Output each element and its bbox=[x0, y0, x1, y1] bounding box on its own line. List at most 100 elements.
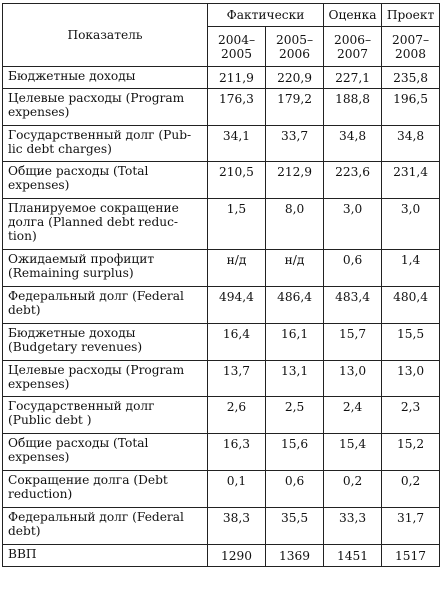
row-label: Бюджетные доходы bbox=[2, 66, 208, 89]
value-cell: 13,1 bbox=[264, 360, 325, 397]
row-label-line: Государственный долг bbox=[8, 399, 155, 413]
header-group-estimate: Оценка bbox=[323, 3, 383, 27]
row-label: Государственный долг (Public debt ) bbox=[2, 396, 208, 434]
value-cell: 1451 bbox=[323, 544, 383, 567]
table-row: Планируемое сокращение долга (Planned deb… bbox=[2, 198, 441, 250]
value-cell: 15,4 bbox=[323, 433, 383, 471]
header-year: 2007– 2008 bbox=[381, 26, 441, 67]
value-cell: 16,1 bbox=[264, 323, 325, 361]
value-cell: 1290 bbox=[207, 544, 266, 567]
table-row: Бюджетные доходы 211,9 220,9 227,1 235,8 bbox=[2, 66, 441, 89]
row-label: Общие расходы (Total expenses) bbox=[2, 161, 208, 199]
budget-table-container: Показатель Фактически Оценка Проект 2004… bbox=[2, 3, 441, 567]
row-label-line: долга (Planned debt reduc- bbox=[8, 215, 179, 229]
value-cell: 16,3 bbox=[207, 433, 266, 471]
table-row: Целевые расходы (Program expenses) 176,3 17… bbox=[2, 88, 441, 126]
header-year-line: 2006– bbox=[333, 32, 372, 47]
value-cell: 2,5 bbox=[264, 396, 325, 434]
row-label-line: Государственный долг (Pub- bbox=[8, 128, 192, 142]
value-cell: 34,8 bbox=[381, 125, 441, 162]
header-year-line: 2006 bbox=[278, 46, 311, 61]
value-cell: 2,4 bbox=[323, 396, 383, 434]
table-row: ВВП 1290 1369 1451 1517 bbox=[2, 544, 441, 567]
row-label-line: Сокращение долга (Debt bbox=[8, 473, 168, 487]
header-year: 2004– 2005 bbox=[207, 26, 266, 67]
value-cell: 0,2 bbox=[323, 470, 383, 508]
value-cell: 223,6 bbox=[323, 161, 383, 199]
value-cell: 220,9 bbox=[264, 66, 325, 89]
row-label: Ожидаемый профицит (Remaining surplus) bbox=[2, 249, 208, 287]
row-label-line: (Budgetary revenues) bbox=[8, 340, 143, 354]
header-indicator: Показатель bbox=[2, 3, 208, 67]
row-label-line: lic debt charges) bbox=[8, 142, 112, 156]
header-year: 2005– 2006 bbox=[264, 26, 325, 67]
row-label: Сокращение долга (Debt reduction) bbox=[2, 470, 208, 508]
budget-table-body: Бюджетные доходы 211,9 220,9 227,1 235,8 Целе… bbox=[2, 66, 441, 567]
value-cell: 231,4 bbox=[381, 161, 441, 199]
value-cell: 210,5 bbox=[207, 161, 266, 199]
value-cell: 176,3 bbox=[207, 88, 266, 126]
row-label-line: Федеральный долг (Federal bbox=[8, 510, 184, 524]
value-cell: н/д bbox=[264, 249, 325, 287]
value-cell: н/д bbox=[207, 249, 266, 287]
row-label-line: Планируемое сокращение bbox=[8, 201, 179, 215]
row-label: Целевые расходы (Program expenses) bbox=[2, 360, 208, 397]
header-row-years: 2004– 2005 2005– 2006 2006– 2007 2007– 2… bbox=[3, 26, 441, 67]
row-label-line: tion) bbox=[8, 229, 37, 243]
row-label-line: (Remaining surplus) bbox=[8, 266, 134, 280]
value-cell: 34,1 bbox=[207, 125, 266, 162]
value-cell: 1517 bbox=[381, 544, 441, 567]
row-label-line: debt) bbox=[8, 303, 41, 317]
row-label: Общие расходы (Total expenses) bbox=[2, 433, 208, 471]
value-cell: 8,0 bbox=[264, 198, 325, 250]
value-cell: 0,2 bbox=[381, 470, 441, 508]
header-year: 2006– 2007 bbox=[323, 26, 383, 67]
value-cell: 2,6 bbox=[207, 396, 266, 434]
row-label-line: Ожидаемый профицит bbox=[8, 252, 155, 266]
row-label: Федеральный долг (Federal debt) bbox=[2, 507, 208, 545]
header-group-actual: Фактически bbox=[206, 3, 325, 27]
row-label-line: expenses) bbox=[8, 105, 70, 119]
value-cell: 1,5 bbox=[207, 198, 266, 250]
value-cell: 211,9 bbox=[207, 66, 266, 89]
row-label-line: (Public debt ) bbox=[8, 413, 92, 427]
row-label: Бюджетные доходы (Budgetary revenues) bbox=[2, 323, 208, 361]
value-cell: 483,4 bbox=[323, 286, 383, 324]
value-cell: 33,3 bbox=[323, 507, 383, 545]
value-cell: 38,3 bbox=[207, 507, 266, 545]
row-label-line: Бюджетные доходы bbox=[8, 69, 136, 83]
header-row-groups: Показатель Фактически Оценка Проект bbox=[2, 3, 441, 67]
table-row: Федеральный долг (Federal debt) 494,4 486,4… bbox=[2, 286, 441, 324]
value-cell: 227,1 bbox=[323, 66, 383, 89]
header-group-project: Проект bbox=[381, 3, 441, 27]
row-label-line: Целевые расходы (Program bbox=[8, 91, 185, 105]
table-row: Ожидаемый профицит (Remaining surplus) н/д… bbox=[2, 249, 441, 287]
value-cell: 486,4 bbox=[264, 286, 325, 324]
row-label-line: reduction) bbox=[8, 487, 73, 501]
row-label: Целевые расходы (Program expenses) bbox=[2, 88, 208, 126]
table-row: Бюджетные доходы (Budgetary revenues) 16,4… bbox=[2, 323, 441, 361]
header-year-line: 2004– bbox=[217, 32, 256, 47]
row-label-line: expenses) bbox=[8, 450, 70, 464]
header-year-line: 2008 bbox=[395, 46, 427, 61]
value-cell: 3,0 bbox=[323, 198, 383, 250]
value-cell: 13,0 bbox=[323, 360, 383, 397]
value-cell: 15,2 bbox=[381, 433, 441, 471]
value-cell: 0,1 bbox=[207, 470, 266, 508]
row-label-line: Общие расходы (Total bbox=[8, 164, 149, 178]
value-cell: 480,4 bbox=[381, 286, 441, 324]
value-cell: 15,6 bbox=[264, 433, 325, 471]
value-cell: 494,4 bbox=[207, 286, 266, 324]
row-label-line: Федеральный долг (Federal bbox=[8, 289, 184, 303]
row-label-line: expenses) bbox=[8, 178, 70, 192]
value-cell: 35,5 bbox=[264, 507, 325, 545]
value-cell: 13,0 bbox=[381, 360, 441, 397]
row-label-line: ВВП bbox=[8, 547, 37, 561]
value-cell: 188,8 bbox=[323, 88, 383, 126]
budget-table: Показатель Фактически Оценка Проект 2004… bbox=[2, 3, 441, 567]
value-cell: 31,7 bbox=[381, 507, 441, 545]
table-row: Федеральный долг (Federal debt) 38,3 35,5 33… bbox=[2, 507, 441, 545]
value-cell: 33,7 bbox=[264, 125, 325, 162]
row-label: Государственный долг (Pub-lic debt charg… bbox=[2, 125, 208, 162]
header-year-line: 2005 bbox=[220, 46, 253, 61]
